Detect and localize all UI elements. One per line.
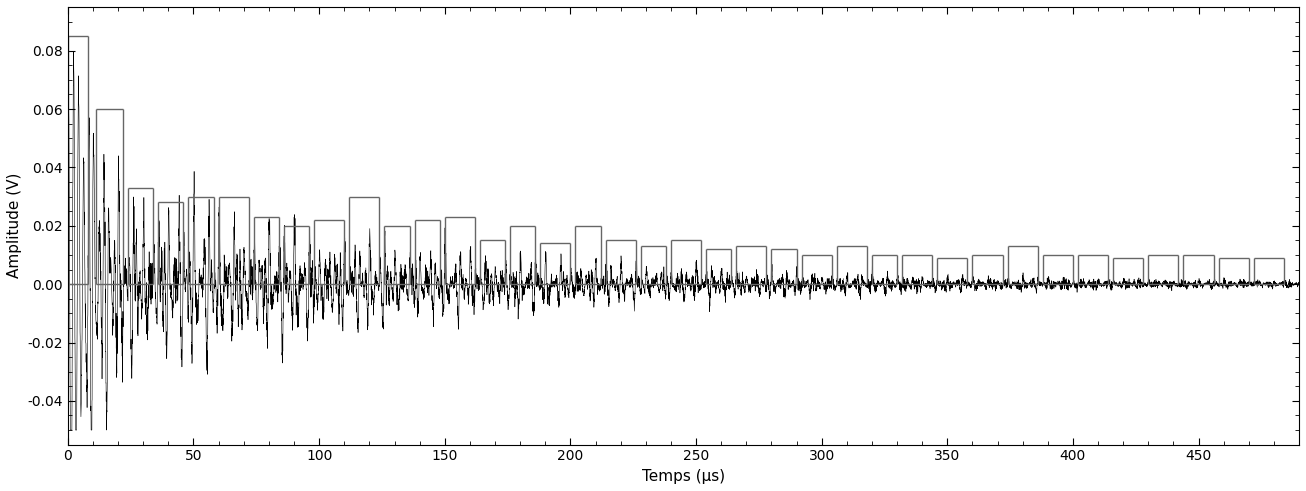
X-axis label: Temps (μs): Temps (μs) bbox=[641, 469, 725, 484]
Y-axis label: Amplitude (V): Amplitude (V) bbox=[7, 173, 22, 278]
